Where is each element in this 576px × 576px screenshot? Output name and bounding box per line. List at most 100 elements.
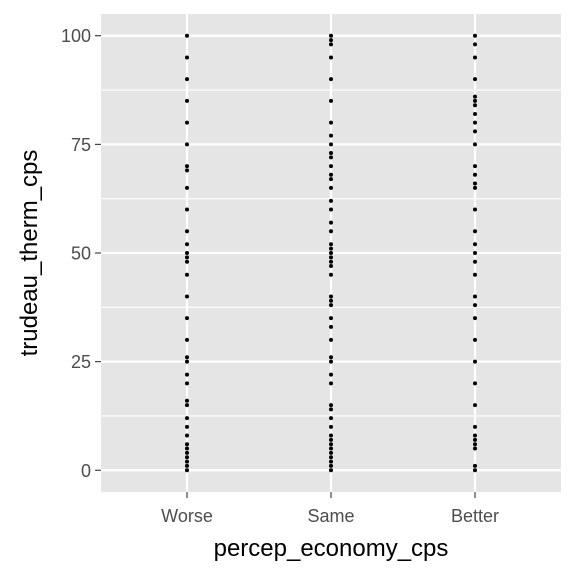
data-point-same — [329, 207, 333, 212]
data-point-same — [329, 98, 333, 103]
x-tick-label: Same — [307, 506, 354, 526]
y-axis: 0 25 50 75 100 — [61, 26, 101, 481]
data-point-better — [473, 424, 477, 429]
data-point-worse — [185, 463, 189, 468]
data-point-worse — [185, 424, 189, 429]
x-tick-label: Better — [451, 506, 499, 526]
data-point-same — [329, 316, 333, 321]
data-point-better — [473, 164, 477, 169]
data-point-worse — [185, 229, 189, 234]
data-point-worse — [185, 433, 189, 438]
data-point-better — [473, 337, 477, 342]
data-point-better — [473, 33, 477, 38]
data-point-better — [473, 403, 477, 408]
data-point-better — [473, 359, 477, 364]
data-point-worse — [185, 77, 189, 82]
x-axis: Worse Same Better — [161, 492, 499, 526]
data-point-worse — [185, 446, 189, 451]
data-point-worse — [185, 242, 189, 247]
data-point-worse — [185, 316, 189, 321]
data-point-worse — [185, 455, 189, 460]
data-point-same — [329, 324, 333, 329]
data-point-same — [329, 38, 333, 43]
data-point-worse — [185, 416, 189, 421]
data-point-same — [329, 255, 333, 260]
data-point-worse — [185, 337, 189, 342]
data-point-same — [329, 151, 333, 156]
data-point-same — [329, 416, 333, 421]
y-tick-label: 50 — [71, 244, 91, 264]
data-point-same — [329, 450, 333, 455]
data-point-same — [329, 294, 333, 299]
data-point-worse — [185, 359, 189, 364]
data-point-same — [329, 185, 333, 190]
data-point-same — [329, 164, 333, 169]
data-point-same — [329, 55, 333, 60]
data-point-better — [473, 294, 477, 299]
y-tick-label: 75 — [71, 135, 91, 155]
data-point-worse — [185, 168, 189, 173]
x-axis-title: percep_economy_cps — [214, 535, 449, 562]
data-point-better — [473, 251, 477, 255]
data-point-worse — [185, 185, 189, 190]
data-point-same — [329, 229, 333, 234]
data-point-same — [329, 251, 333, 255]
data-point-better — [473, 442, 477, 447]
data-point-same — [329, 381, 333, 386]
data-point-better — [473, 316, 477, 321]
data-point-worse — [185, 468, 189, 473]
data-point-worse — [185, 372, 189, 377]
data-point-same — [329, 424, 333, 429]
data-point-same — [329, 459, 333, 464]
data-points — [185, 33, 477, 473]
data-point-same — [329, 442, 333, 447]
y-tick-label: 0 — [81, 461, 91, 481]
data-point-better — [473, 181, 477, 186]
data-point-better — [473, 120, 477, 125]
data-point-same — [329, 77, 333, 82]
data-point-better — [473, 381, 477, 386]
data-point-better — [473, 272, 477, 277]
data-point-worse — [185, 272, 189, 277]
data-point-better — [473, 242, 477, 247]
data-point-worse — [185, 459, 189, 464]
data-point-same — [329, 172, 333, 177]
data-point-better — [473, 303, 477, 308]
data-point-same — [329, 407, 333, 412]
data-point-better — [473, 111, 477, 116]
data-point-same — [329, 298, 333, 303]
data-point-same — [329, 437, 333, 442]
data-point-worse — [185, 251, 189, 255]
data-point-worse — [185, 403, 189, 408]
data-point-same — [329, 242, 333, 247]
data-point-same — [329, 142, 333, 147]
y-tick-label: 100 — [61, 26, 91, 46]
data-point-worse — [185, 442, 189, 447]
data-point-same — [329, 177, 333, 182]
data-point-better — [473, 468, 477, 473]
data-point-same — [329, 33, 333, 38]
data-point-same — [329, 463, 333, 468]
data-point-better — [473, 98, 477, 103]
data-point-better — [473, 129, 477, 134]
data-point-worse — [185, 355, 189, 360]
data-point-same — [329, 42, 333, 47]
data-point-worse — [185, 255, 189, 260]
data-point-better — [473, 433, 477, 438]
data-point-same — [329, 246, 333, 251]
data-point-same — [329, 120, 333, 125]
data-point-worse — [185, 398, 189, 403]
data-point-same — [329, 264, 333, 269]
data-point-better — [473, 55, 477, 60]
data-point-better — [473, 103, 477, 108]
data-point-better — [473, 446, 477, 451]
y-tick-label: 25 — [71, 352, 91, 372]
data-point-same — [329, 337, 333, 342]
data-point-worse — [185, 120, 189, 125]
data-point-same — [329, 133, 333, 138]
data-point-worse — [185, 33, 189, 38]
data-point-worse — [185, 142, 189, 147]
data-point-better — [473, 259, 477, 264]
data-point-worse — [185, 259, 189, 264]
data-point-worse — [185, 164, 189, 169]
